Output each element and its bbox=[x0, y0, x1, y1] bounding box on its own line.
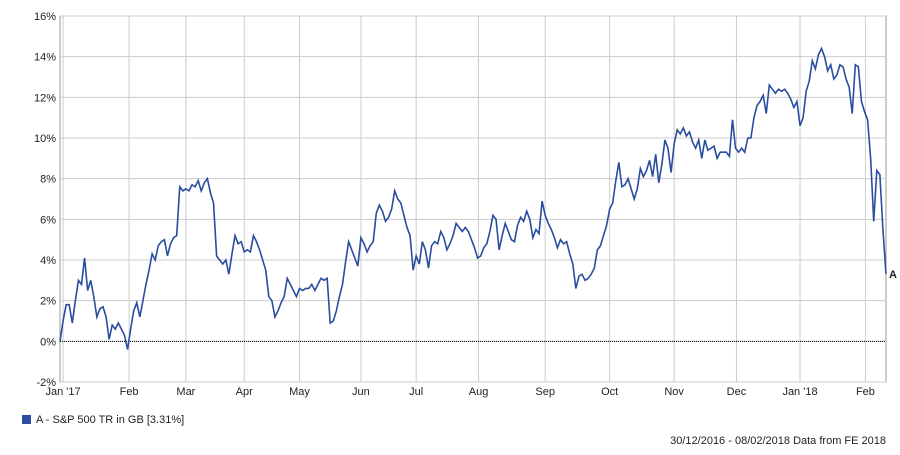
x-tick-label: Sep bbox=[535, 386, 555, 398]
y-tick-label: 0% bbox=[40, 336, 56, 348]
line bbox=[59, 46, 887, 350]
y-tick-label: 4% bbox=[40, 255, 56, 267]
y-tick-label: 12% bbox=[34, 92, 56, 104]
footnote: 30/12/2016 - 08/02/2018 Data from FE 201… bbox=[670, 435, 886, 447]
y-tick-label: -2% bbox=[36, 377, 56, 389]
x-tick-label: Mar bbox=[176, 386, 195, 398]
y-tick-label: 2% bbox=[40, 296, 56, 308]
y-tick-label: 10% bbox=[34, 133, 56, 145]
x-tick-label: Jul bbox=[409, 386, 423, 398]
x-tick-label: Aug bbox=[469, 386, 489, 398]
x-tick-label: Dec bbox=[727, 386, 747, 398]
end-label: A bbox=[889, 269, 897, 281]
x-tick-label: Feb bbox=[856, 386, 875, 398]
y-tick-label: 14% bbox=[34, 52, 56, 64]
x-tick-label: May bbox=[289, 386, 310, 398]
legend-swatch bbox=[22, 415, 31, 424]
x-tick-label: Jan '18 bbox=[782, 386, 817, 398]
x-tick-label: Feb bbox=[120, 386, 139, 398]
x-tick-label: Oct bbox=[601, 386, 618, 398]
plot-area bbox=[59, 15, 887, 383]
y-tick-label: 6% bbox=[40, 214, 56, 226]
x-tick-label: Jan '17 bbox=[46, 386, 81, 398]
x-tick-label: Nov bbox=[664, 386, 684, 398]
y-tick-label: 16% bbox=[34, 11, 56, 23]
y-tick-label: 8% bbox=[40, 174, 56, 186]
x-tick-label: Jun bbox=[352, 386, 370, 398]
legend-label: A - S&P 500 TR in GB [3.31%] bbox=[36, 414, 184, 426]
x-tick-label: Apr bbox=[236, 386, 253, 398]
